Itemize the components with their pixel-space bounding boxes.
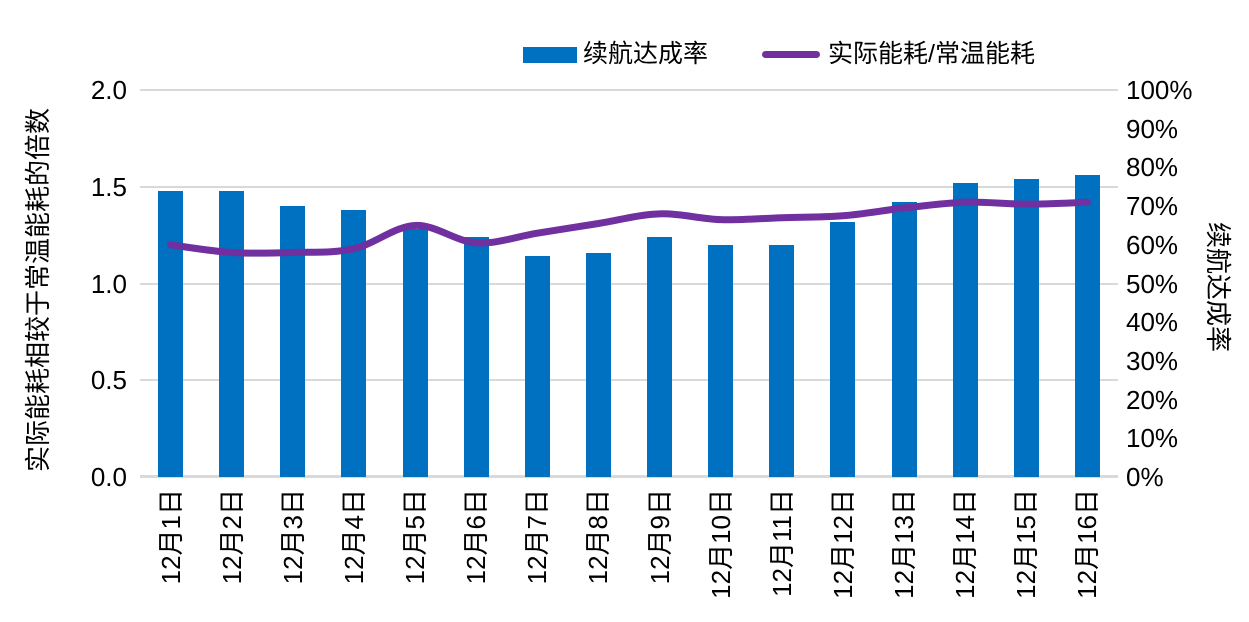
x-axis-tick: 12月4日 xyxy=(338,489,369,585)
x-axis-tick: 12月2日 xyxy=(216,489,247,585)
right-axis-tick: 100% xyxy=(1126,75,1193,105)
right-axis-tick: 90% xyxy=(1126,113,1179,144)
x-axis-tick: 12月8日 xyxy=(583,489,614,585)
gridline xyxy=(140,283,1118,285)
left-axis-tick: 1.0 xyxy=(90,268,127,299)
bar xyxy=(158,190,184,477)
left-axis-tick: 1.5 xyxy=(90,171,127,202)
bar xyxy=(891,202,917,477)
right-axis-tick: 40% xyxy=(1126,307,1179,338)
left-axis-tick: 0.0 xyxy=(90,462,127,492)
x-axis-tick: 12月12日 xyxy=(827,489,858,599)
right-axis-tick: 10% xyxy=(1126,423,1179,454)
x-axis-tick: 12月10日 xyxy=(705,489,736,599)
gridline xyxy=(140,186,1118,188)
right-axis-tick: 20% xyxy=(1126,384,1179,415)
x-axis-tick: 12月16日 xyxy=(1072,489,1103,599)
x-axis-tick: 12月1日 xyxy=(155,489,186,585)
x-axis-tick: 12月11日 xyxy=(766,489,797,597)
x-axis-tick: 12月15日 xyxy=(1011,489,1042,599)
bar xyxy=(1013,179,1039,477)
left-axis-tick: 2.0 xyxy=(90,75,127,105)
bar xyxy=(585,252,611,477)
legend-line-swatch xyxy=(762,51,820,58)
x-axis-tick: 12月7日 xyxy=(522,489,553,585)
bar xyxy=(708,244,734,477)
bar xyxy=(1074,175,1100,477)
bar xyxy=(524,256,550,477)
bar xyxy=(647,237,673,477)
right-axis-tick: 80% xyxy=(1126,152,1179,183)
bar xyxy=(830,221,856,477)
right-axis-tick: 0% xyxy=(1126,462,1164,492)
x-axis-tick: 12月13日 xyxy=(889,489,920,599)
legend-label-line-series: 实际能耗/常温能耗 xyxy=(828,40,1035,68)
gridline xyxy=(140,89,1118,91)
right-axis-tick: 60% xyxy=(1126,229,1179,260)
plot-area xyxy=(140,89,1118,478)
x-axis-tick: 12月6日 xyxy=(461,489,492,585)
x-axis-tick: 12月14日 xyxy=(950,489,981,599)
legend-bar-swatch xyxy=(523,47,577,63)
left-axis-tick: 0.5 xyxy=(90,365,127,396)
bar xyxy=(341,209,367,477)
gridline xyxy=(140,475,1118,478)
legend-label-bar-series: 续航达成率 xyxy=(583,40,709,68)
x-axis-tick: 12月3日 xyxy=(277,489,308,585)
right-axis-tick: 50% xyxy=(1126,268,1179,299)
bar xyxy=(219,190,245,477)
right-axis-tick: 70% xyxy=(1126,191,1179,222)
bar xyxy=(769,244,795,477)
bar xyxy=(402,229,428,477)
right-axis-tick: 30% xyxy=(1126,345,1179,376)
line-series xyxy=(167,198,1091,257)
x-axis-tick: 12月9日 xyxy=(644,489,675,585)
bar xyxy=(952,182,978,477)
gridline xyxy=(140,379,1118,381)
x-axis-tick: 12月5日 xyxy=(400,489,431,585)
bar xyxy=(463,237,489,477)
